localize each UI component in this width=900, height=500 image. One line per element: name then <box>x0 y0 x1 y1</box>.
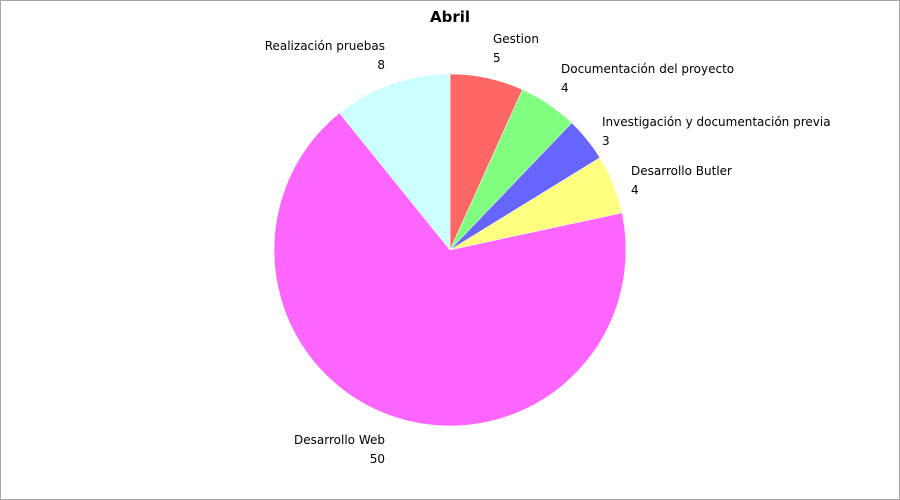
slice-label-realizacion-pruebas: Realización pruebas 8 <box>265 39 385 72</box>
slice-label-desarrollo-web: Desarrollo Web 50 <box>294 433 385 466</box>
slice-label-name: Realización pruebas <box>265 39 385 53</box>
slice-label-investigacion-y-documentacion-previa: Investigación y documentación previa 3 <box>602 115 831 148</box>
slice-label-value: 3 <box>602 134 610 148</box>
slice-label-value: 8 <box>377 58 385 72</box>
slice-label-value: 5 <box>493 51 501 65</box>
pie-labels: Gestion 5 Documentación del proyecto 4 Inves… <box>265 32 831 466</box>
slice-label-value: 4 <box>631 183 639 197</box>
slice-label-value: 4 <box>561 81 569 95</box>
slice-label-name: Gestion <box>493 32 539 46</box>
pie-slice-desarrollo-web <box>273 112 627 427</box>
slice-label-documentacion-del-proyecto: Documentación del proyecto 4 <box>561 62 734 95</box>
slice-label-gestion: Gestion 5 <box>493 32 539 65</box>
slice-label-value: 50 <box>370 452 385 466</box>
pie-slices <box>273 73 627 427</box>
chart-title: Abril <box>429 8 471 26</box>
pie-slice-realizacion-pruebas <box>339 73 451 251</box>
slice-label-desarrollo-butler: Desarrollo Butler 4 <box>631 164 732 197</box>
slice-label-name: Investigación y documentación previa <box>602 115 831 129</box>
slice-label-name: Desarrollo Web <box>294 433 385 447</box>
slice-label-name: Desarrollo Butler <box>631 164 732 178</box>
slice-label-name: Documentación del proyecto <box>561 62 734 76</box>
